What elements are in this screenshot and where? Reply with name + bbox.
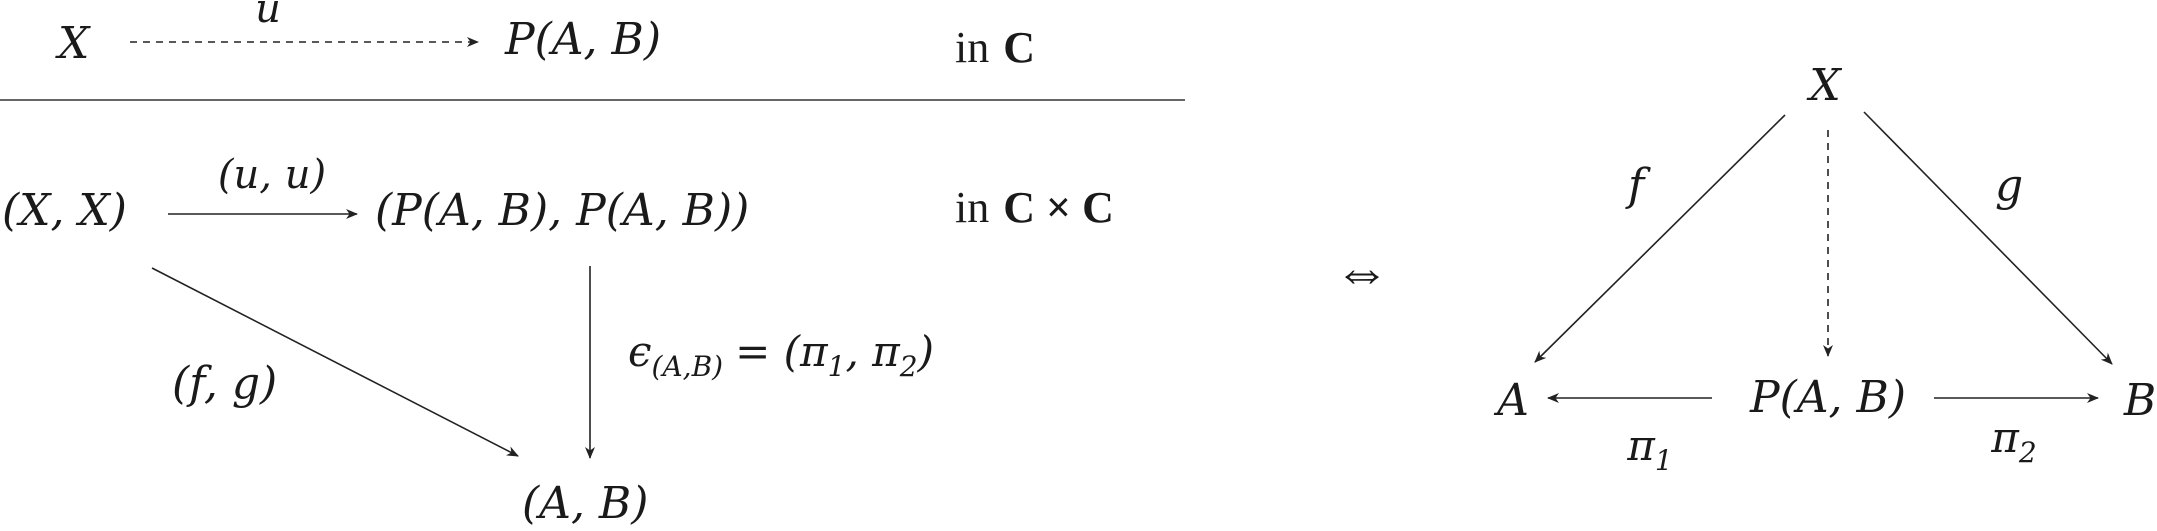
triangle-label-pi1: π1 xyxy=(1626,421,1672,477)
middle-target-node: (P(A, B), P(A, B)) xyxy=(375,185,749,236)
triangle-node-A: A xyxy=(1493,375,1529,426)
triangle-arrow-g xyxy=(1863,111,2113,365)
diagonal-label-fg: (f, g) xyxy=(172,358,277,409)
iff-symbol: ⇔ xyxy=(1334,241,1390,303)
counit-label: ϵ(A,B) = (π1, π2) xyxy=(628,327,934,383)
triangle-label-g: g xyxy=(1995,160,2023,211)
diagonal-arrow-fg xyxy=(151,267,519,457)
triangle-node-PAB: P(A, B) xyxy=(1749,372,1906,423)
top-arrow-label-u: u xyxy=(255,0,281,32)
triangle-node-B: B xyxy=(2123,375,2156,426)
middle-arrow-label-uu: (u, u) xyxy=(218,152,326,198)
triangle-arrow-f xyxy=(1534,114,1786,363)
triangle-label-f: f xyxy=(1625,160,1651,211)
top-source-node: X xyxy=(55,18,91,69)
middle-source-node: (X, X) xyxy=(2,185,127,236)
triangle-apex-X: X xyxy=(1806,60,1842,111)
middle-category-annotation: in C × C xyxy=(955,183,1114,232)
triangle-label-pi2: π2 xyxy=(1990,413,2036,469)
top-target-node: P(A, B) xyxy=(504,14,661,65)
bottom-node-AB: (A, B) xyxy=(522,478,648,529)
top-category-annotation: in C xyxy=(955,23,1035,72)
